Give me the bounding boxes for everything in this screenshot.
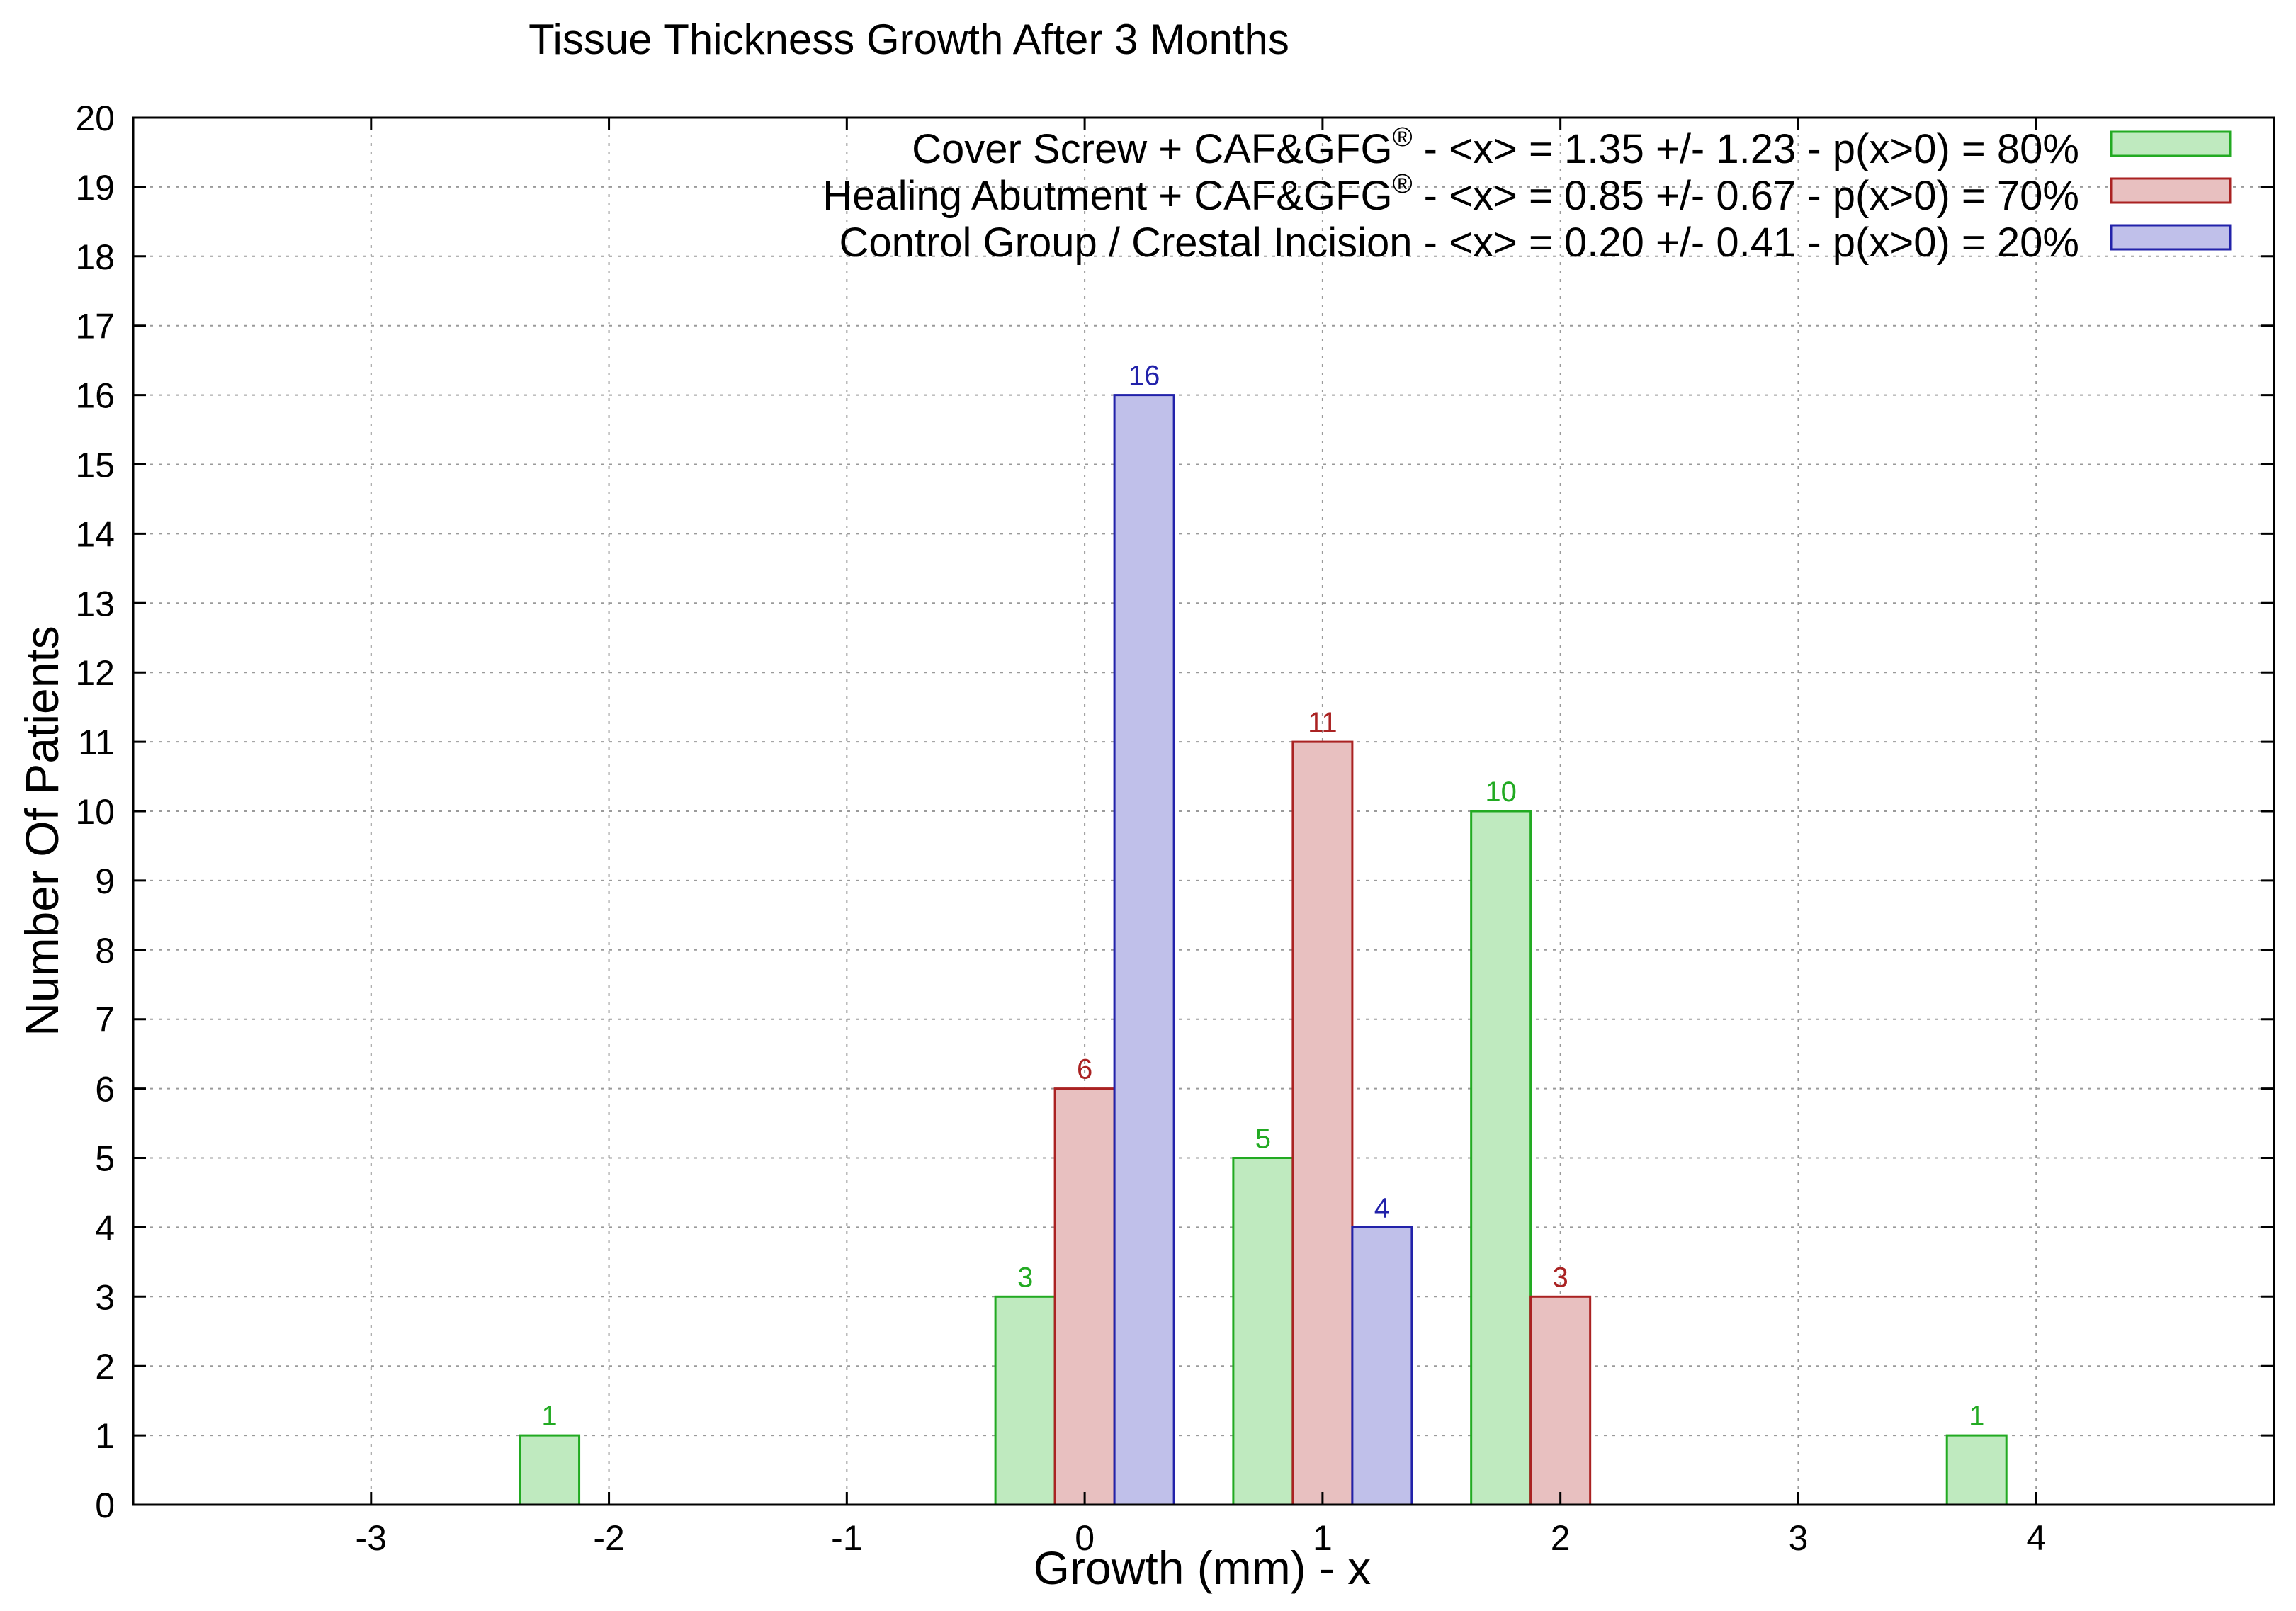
bar-value-label: 1	[1969, 1401, 1984, 1432]
x-axis-label: Growth (mm) - x	[1034, 1542, 1372, 1594]
y-tick-label: 16	[75, 376, 115, 416]
bar-value-label: 5	[1255, 1124, 1271, 1155]
y-tick-label: 13	[75, 584, 115, 623]
bar-series-2	[1291, 740, 1354, 1506]
x-tick-label: 1	[1313, 1518, 1333, 1558]
legend: Cover Screw + CAF&GFG® - <x> = 1.35 +/- …	[822, 123, 2232, 266]
y-tick-label: 1	[95, 1416, 115, 1456]
y-tick-label: 19	[75, 168, 115, 208]
x-tick-label: -2	[593, 1518, 624, 1558]
bar-series-1	[519, 1434, 581, 1506]
bar-value-label: 16	[1129, 361, 1160, 392]
grid-layer	[133, 118, 2274, 1505]
bar-value-label: 10	[1485, 776, 1517, 808]
y-tick-label: 4	[95, 1208, 115, 1248]
y-tick-label: 10	[75, 792, 115, 832]
legend-swatch	[2110, 224, 2232, 251]
bar-value-label: 6	[1077, 1054, 1092, 1085]
x-tick-label: 0	[1075, 1518, 1095, 1558]
bar-value-label: 3	[1553, 1262, 1568, 1293]
y-tick-label: 5	[95, 1139, 115, 1179]
y-tick-label: 12	[75, 653, 115, 693]
x-tick-label: 2	[1551, 1518, 1571, 1558]
bar-series-2	[1053, 1087, 1116, 1506]
x-tick-label: -3	[356, 1518, 387, 1558]
y-tick-label: 6	[95, 1070, 115, 1109]
x-tick-label: 3	[1789, 1518, 1809, 1558]
y-tick-label: 7	[95, 1000, 115, 1040]
bar-value-label: 3	[1017, 1262, 1033, 1293]
y-tick-label: 20	[75, 98, 115, 138]
legend-swatch	[2110, 130, 2232, 157]
bar-series-3	[1351, 1226, 1413, 1506]
bar-series-1	[1470, 810, 1532, 1506]
y-tick-label: 9	[95, 861, 115, 901]
y-tick-label: 8	[95, 931, 115, 971]
bar-value-label: 1	[541, 1401, 557, 1432]
legend-label: Control Group / Crestal Incision - <x> =…	[839, 220, 2079, 266]
bar-value-label: 11	[1308, 707, 1338, 738]
bar-series-3	[1113, 394, 1175, 1506]
bar-series-1	[994, 1295, 1056, 1506]
y-tick-label: 17	[75, 307, 115, 346]
legend-label: Cover Screw + CAF&GFG® - <x> = 1.35 +/- …	[912, 123, 2079, 172]
bar-series-1	[1945, 1434, 2008, 1506]
x-tick-label: -1	[831, 1518, 862, 1558]
y-tick-label: 2	[95, 1347, 115, 1386]
legend-swatch	[2110, 177, 2232, 204]
chart-title: Tissue Thickness Growth After 3 Months	[528, 16, 1289, 63]
bar-series-2	[1529, 1295, 1592, 1506]
x-tick-label: 4	[2026, 1518, 2046, 1558]
bar-series-1	[1232, 1157, 1294, 1506]
legend-label: Healing Abutment + CAF&GFG® - <x> = 0.85…	[822, 169, 2079, 219]
y-tick-label: 15	[75, 446, 115, 485]
bar-value-label: 4	[1374, 1192, 1390, 1223]
y-axis-label: Number Of Patients	[16, 626, 68, 1036]
y-tick-label: 11	[78, 723, 115, 762]
y-tick-label: 14	[75, 514, 115, 554]
y-tick-label: 0	[95, 1486, 115, 1525]
y-tick-label: 3	[95, 1277, 115, 1317]
y-tick-label: 18	[75, 237, 115, 277]
